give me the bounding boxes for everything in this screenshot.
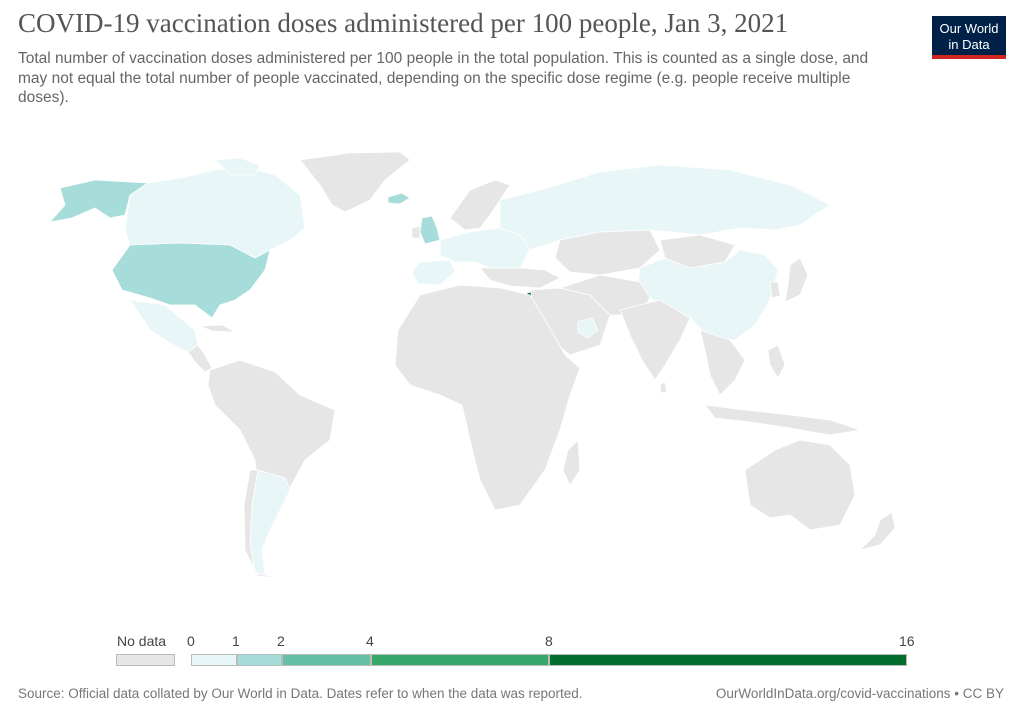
country-mexico[interactable] [129, 299, 199, 353]
country-southeast-asia[interactable] [699, 329, 746, 396]
legend-bin-0-1 [191, 654, 237, 666]
country-usa[interactable] [111, 242, 271, 319]
country-australia[interactable] [744, 439, 856, 531]
country-madagascar[interactable] [562, 439, 581, 486]
legend-tick-16: 16 [899, 633, 915, 649]
country-iceland[interactable] [387, 192, 411, 205]
legend-bin-4-8 [371, 654, 549, 666]
legend-no-data-swatch [116, 654, 175, 666]
legend-tick-1: 1 [232, 633, 240, 649]
country-greenland[interactable] [299, 151, 411, 213]
legend-bin-8-16 [549, 654, 907, 666]
country-japan[interactable] [784, 257, 809, 303]
country-new-zealand[interactable] [858, 511, 896, 551]
country-united-kingdom[interactable] [419, 215, 441, 245]
country-cuba[interactable] [199, 324, 236, 333]
country-ireland[interactable] [411, 225, 421, 239]
country-turkey-balkans[interactable] [479, 267, 561, 289]
country-central-america[interactable] [187, 344, 213, 373]
world-map[interactable] [0, 140, 1024, 610]
legend-bin-1-2 [237, 654, 282, 666]
country-indonesia[interactable] [704, 404, 861, 436]
logo-line-1: Our World [939, 21, 999, 36]
country-usa-alaska[interactable] [48, 179, 150, 223]
source-url-link[interactable]: OurWorldInData.org/covid-vaccinations • … [715, 686, 1004, 701]
legend-tick-0: 0 [187, 633, 195, 649]
country-sri-lanka[interactable] [659, 381, 668, 394]
legend-no-data-label: No data [117, 633, 167, 649]
source-note: Source: Official data collated by Our Wo… [18, 686, 583, 701]
country-uae[interactable] [577, 317, 599, 339]
legend-bin-2-4 [282, 654, 371, 666]
logo-line-2: in Data [948, 37, 990, 52]
legend-tick-8: 8 [545, 633, 553, 649]
country-iberia[interactable] [411, 259, 456, 286]
country-russia[interactable] [499, 164, 831, 251]
country-india[interactable] [619, 299, 691, 381]
chart-subtitle: Total number of vaccination doses admini… [18, 50, 869, 106]
country-philippines[interactable] [767, 344, 786, 379]
country-chile[interactable] [243, 469, 281, 579]
country-korea[interactable] [769, 281, 781, 299]
country-south-america-north[interactable] [207, 359, 336, 499]
country-canada-islands[interactable] [214, 157, 261, 176]
chart-title: COVID-19 vaccination doses administered … [18, 8, 789, 38]
legend-tick-2: 2 [277, 633, 285, 649]
country-africa[interactable] [394, 284, 581, 511]
country-europe[interactable] [439, 227, 531, 271]
owid-logo[interactable]: Our World in Data [932, 16, 1006, 59]
legend-tick-4: 4 [366, 633, 374, 649]
country-argentina[interactable] [249, 469, 291, 576]
